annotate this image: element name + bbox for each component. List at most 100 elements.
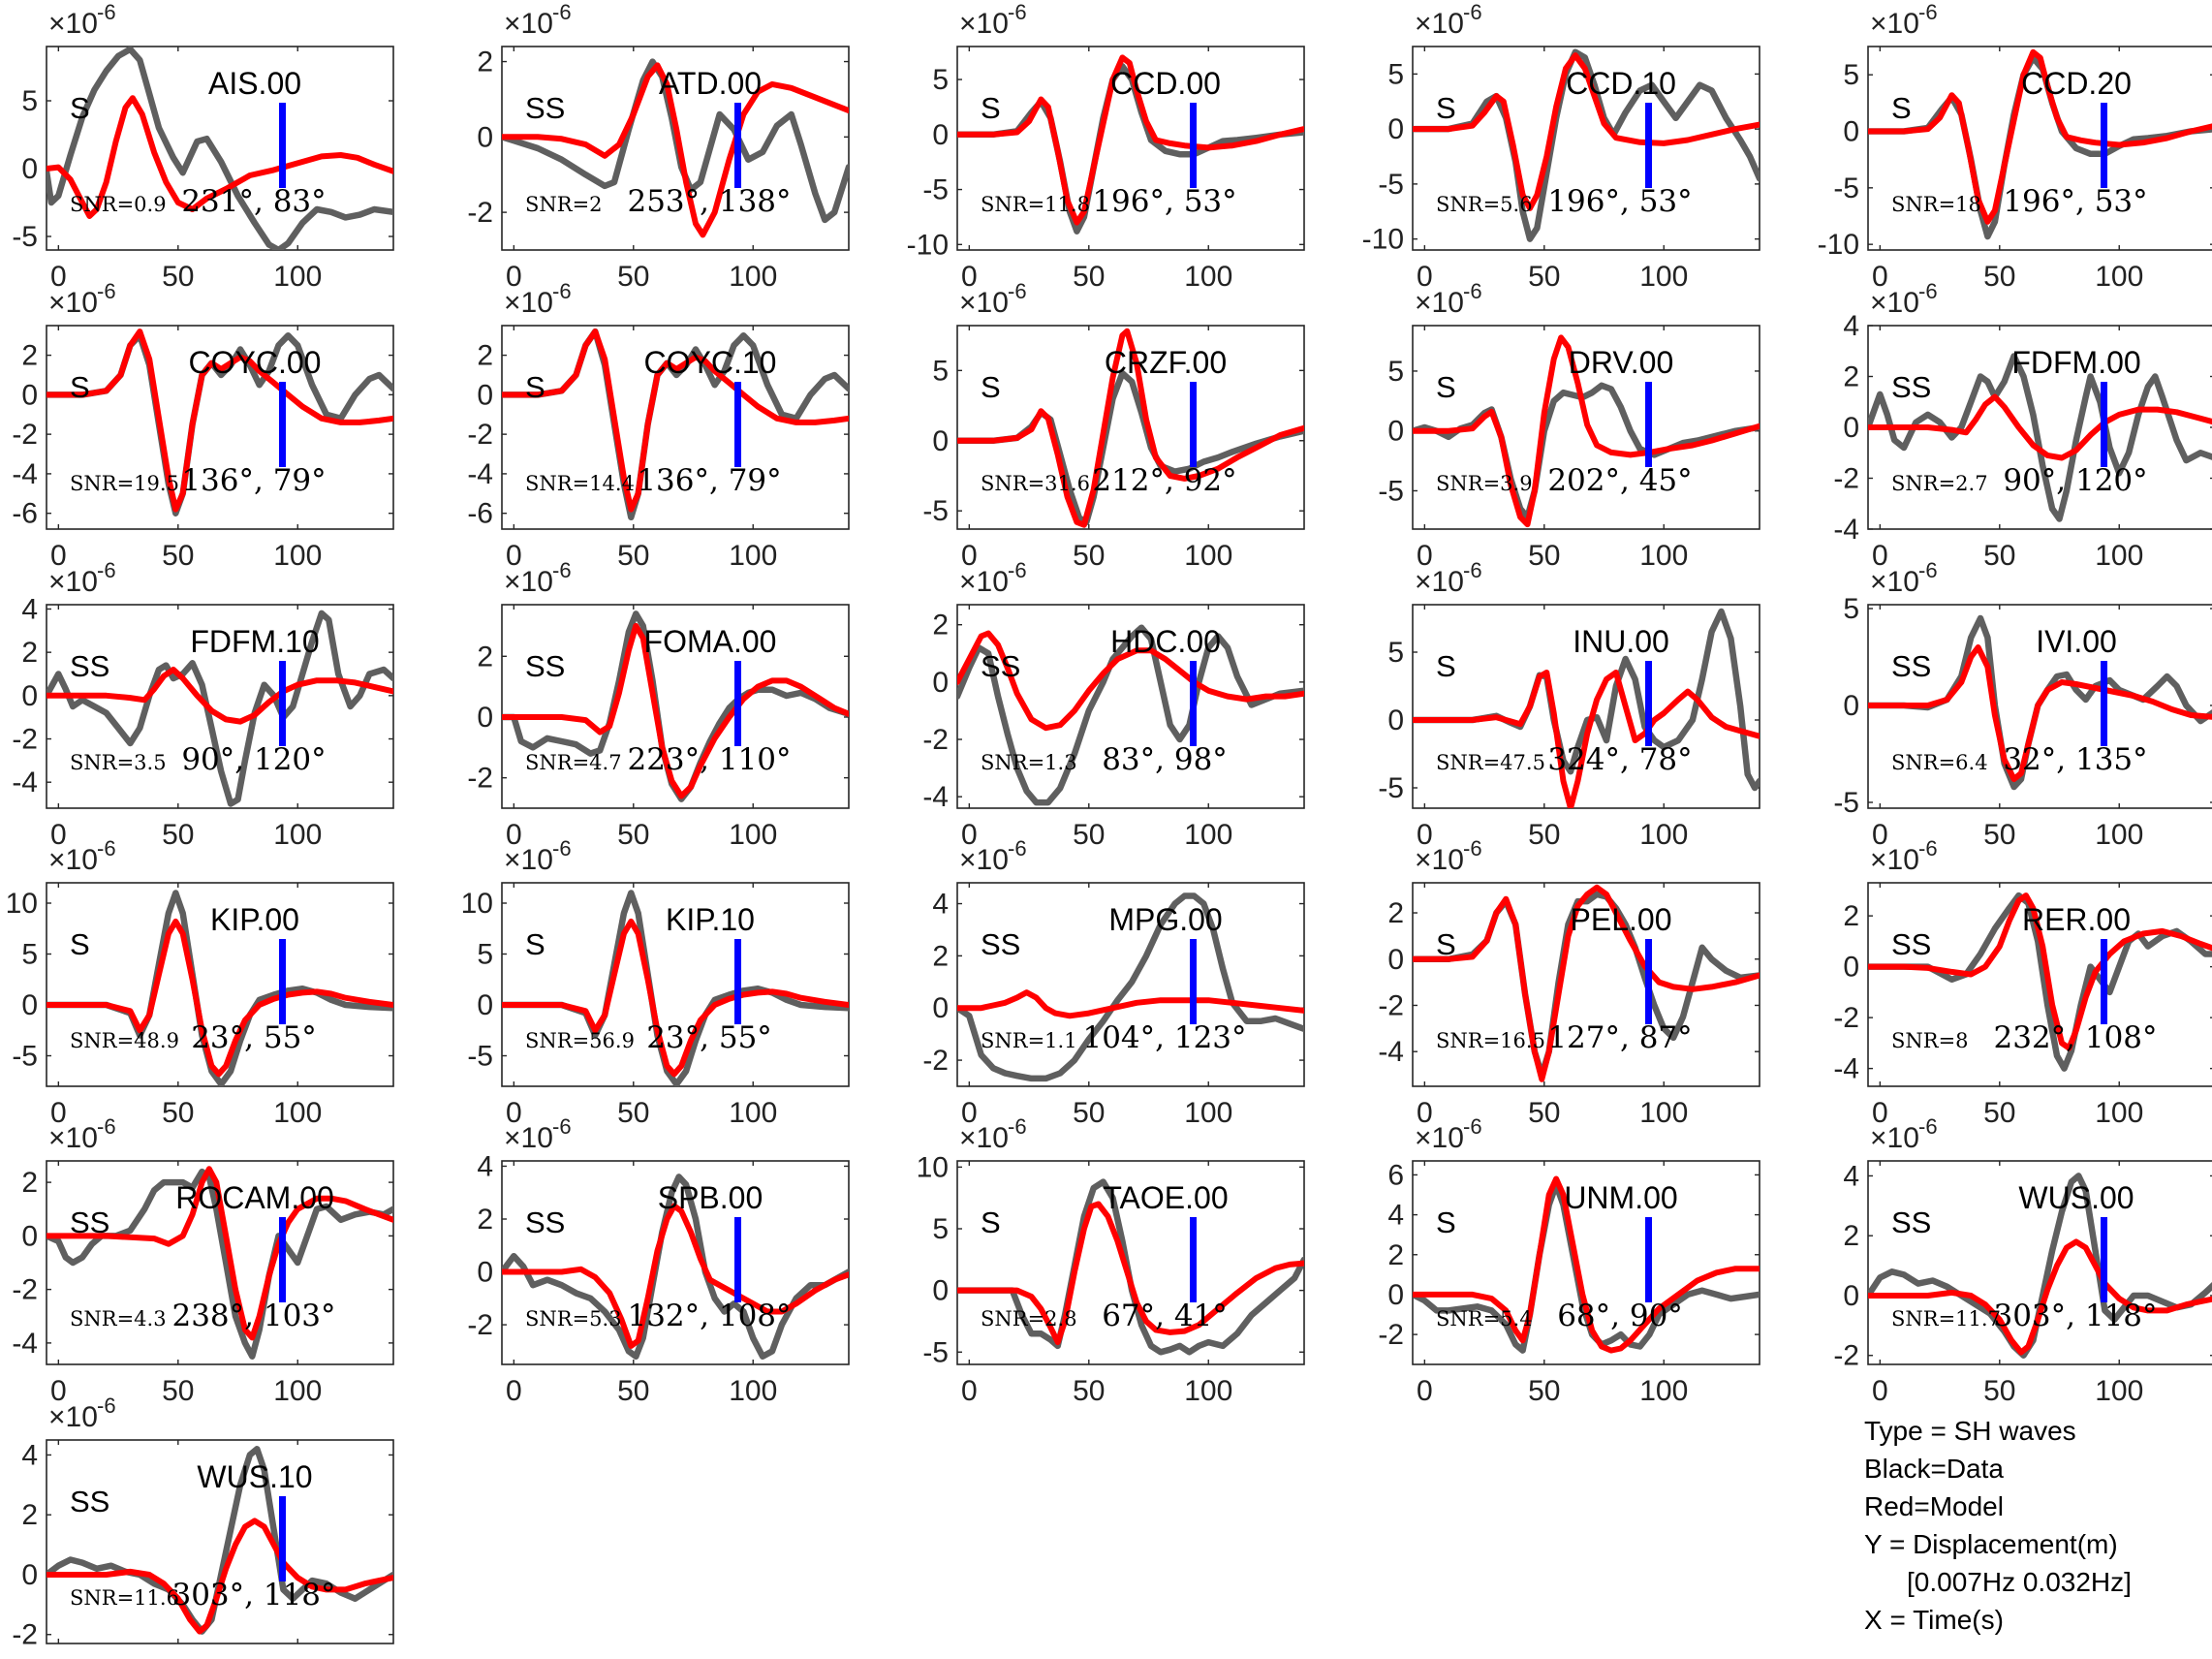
legend-line: Y = Displacement(m) <box>1864 1529 2118 1559</box>
axes-box <box>501 325 850 530</box>
y-tick-label: 2 <box>477 1204 493 1236</box>
y-exponent: -6 <box>1918 0 1938 24</box>
waveform-panel: 0 50 100 -5 0 5 10 ×10 -6 KIP.00 S SNR=48.9 23°, 55° <box>6 836 394 1129</box>
x-tick-label: 0 <box>961 540 978 572</box>
waveform-panel: 0 50 100 -4 -2 0 2 ×10 -6 HDC.00 SS SNR=1.3 83°, 98° <box>922 558 1305 851</box>
snr-label: SNR=6.4 <box>1891 751 1988 774</box>
waveform-panel: 0 50 100 -2 0 2 4 6 ×10 -6 UNM.00 S SNR=5.4 68°, 90° <box>1378 1114 1760 1407</box>
time-marker <box>1645 103 1652 188</box>
waveform-panel: 0 50 100 -2 0 2 4 ×10 -6 SPB.00 SS SNR=5.3 132°, 108… <box>467 1114 850 1407</box>
x-tick-label: 100 <box>1639 261 1688 293</box>
y-tick-label: 0 <box>1387 1279 1404 1311</box>
station-label: DRV.00 <box>1569 345 1674 380</box>
y-exponent: -6 <box>1463 836 1482 861</box>
axes-box <box>1867 1160 2212 1365</box>
model-trace <box>1868 644 2212 782</box>
model-trace <box>1413 1175 1760 1354</box>
y-tick-label: 2 <box>477 47 493 78</box>
y-tick-label: 2 <box>21 1167 38 1199</box>
waveform-panel: 0 50 100 -2 0 2 ×10 -6 ATD.00 SS SNR=2 253°, 138° <box>467 0 850 293</box>
y-tick-label: 10 <box>6 888 38 920</box>
x-tick-label: 100 <box>729 1375 777 1407</box>
snr-label: SNR=5.3 <box>525 1307 622 1330</box>
angles-label: 196°, 53° <box>2003 184 2147 219</box>
x-tick-label: 100 <box>729 261 777 293</box>
y-tick-label: 0 <box>21 1559 38 1591</box>
figure-legend: Type = SH waves Black=Data Red=Model Y = Di… <box>1864 1416 2132 1635</box>
snr-label: SNR=3.9 <box>1436 472 1533 495</box>
axes-box <box>46 325 394 530</box>
axes-box <box>956 325 1305 530</box>
model-trace <box>1868 1238 2212 1356</box>
x-tick-label: 100 <box>1184 540 1232 572</box>
angles-label: 132°, 108° <box>627 1299 791 1333</box>
waveform-panel: 0 50 100 -2 0 2 ×10 -6 FOMA.00 SS SNR=4.7 223°, 110… <box>467 558 850 851</box>
waveform-panel: 0 50 100 -5 0 5 ×10 -6 IVI.00 SS SNR=6.4 32°, 135° <box>1833 558 2212 851</box>
snr-label: SNR=1.3 <box>981 751 1077 774</box>
y-tick-label: 2 <box>932 610 949 642</box>
y-exponent: -6 <box>1008 836 1027 861</box>
x-tick-label: 50 <box>1983 819 2015 851</box>
y-tick-label: -2 <box>12 1619 38 1651</box>
y-exponent: -6 <box>552 1114 572 1139</box>
time-marker <box>1645 1217 1652 1302</box>
waveform-panel: 0 50 100 -4 -2 0 2 ×10 -6 PEL.00 S SNR=16.5 127°, 87… <box>1378 836 1760 1129</box>
angles-label: 136°, 79° <box>637 463 781 498</box>
y-tick-label: 0 <box>477 989 493 1021</box>
waveform-panel: 0 50 100 -10 -5 0 5 ×10 -6 CCD.00 S SNR=11.8 196°, 5… <box>907 0 1305 293</box>
data-trace <box>47 47 393 250</box>
y-multiplier: ×10 <box>504 8 553 40</box>
time-marker <box>1190 1217 1197 1302</box>
snr-label: SNR=14.4 <box>525 472 635 495</box>
snr-label: SNR=3.5 <box>70 751 167 774</box>
y-exponent: -6 <box>97 558 116 582</box>
waveform-panel: 0 50 100 -5 0 5 10 ×10 -6 TAOE.00 S SNR=2.8 67°, 41° <box>917 1114 1305 1407</box>
station-label: KIP.00 <box>210 902 299 937</box>
y-tick-label: 0 <box>21 153 38 185</box>
model-trace <box>502 622 849 799</box>
axes-box <box>1867 882 2212 1087</box>
data-trace <box>957 892 1304 1082</box>
time-marker <box>1645 382 1652 467</box>
y-multiplier: ×10 <box>959 566 1009 598</box>
phase-label: SS <box>1891 370 1931 404</box>
x-tick-label: 100 <box>273 1654 322 1659</box>
y-exponent: -6 <box>1918 1114 1938 1139</box>
time-marker <box>734 382 741 467</box>
y-multiplier: ×10 <box>1415 566 1464 598</box>
y-tick-label: 0 <box>1387 944 1404 976</box>
y-multiplier: ×10 <box>959 8 1009 40</box>
y-tick-label: -5 <box>1833 787 1859 819</box>
y-tick-label: -4 <box>1833 1053 1859 1085</box>
y-tick-label: 0 <box>932 425 949 457</box>
axes-box <box>1867 46 2212 251</box>
y-exponent: -6 <box>1463 558 1482 582</box>
axes-box <box>1412 1160 1760 1365</box>
y-multiplier: ×10 <box>504 287 553 319</box>
x-tick-label: 50 <box>1983 261 2015 293</box>
model-trace <box>1868 892 2212 1051</box>
waveform-panel: 0 50 100 -5 0 5 ×10 -6 DRV.00 S SNR=3.9 202°, 45° <box>1378 279 1760 572</box>
y-multiplier: ×10 <box>1415 287 1464 319</box>
y-tick-label: 0 <box>1843 412 1859 444</box>
y-tick-label: -5 <box>12 221 38 253</box>
x-tick-label: 50 <box>162 540 194 572</box>
x-tick-label: 50 <box>617 1097 649 1129</box>
y-multiplier: ×10 <box>48 566 98 598</box>
time-marker <box>1645 661 1652 746</box>
x-tick-label: 100 <box>2095 1375 2143 1407</box>
y-tick-label: -2 <box>12 724 38 756</box>
y-tick-label: 0 <box>932 1275 949 1307</box>
y-tick-label: -6 <box>467 498 493 530</box>
y-tick-label: 2 <box>1843 361 1859 393</box>
y-tick-label: -2 <box>467 197 493 229</box>
x-tick-label: 100 <box>2095 261 2143 293</box>
x-tick-label: 0 <box>50 261 67 293</box>
y-exponent: -6 <box>552 279 572 303</box>
y-tick-label: 0 <box>477 1257 493 1289</box>
phase-label: SS <box>981 927 1020 961</box>
y-multiplier: ×10 <box>48 844 98 876</box>
snr-label: SNR=11.8 <box>981 193 1090 216</box>
